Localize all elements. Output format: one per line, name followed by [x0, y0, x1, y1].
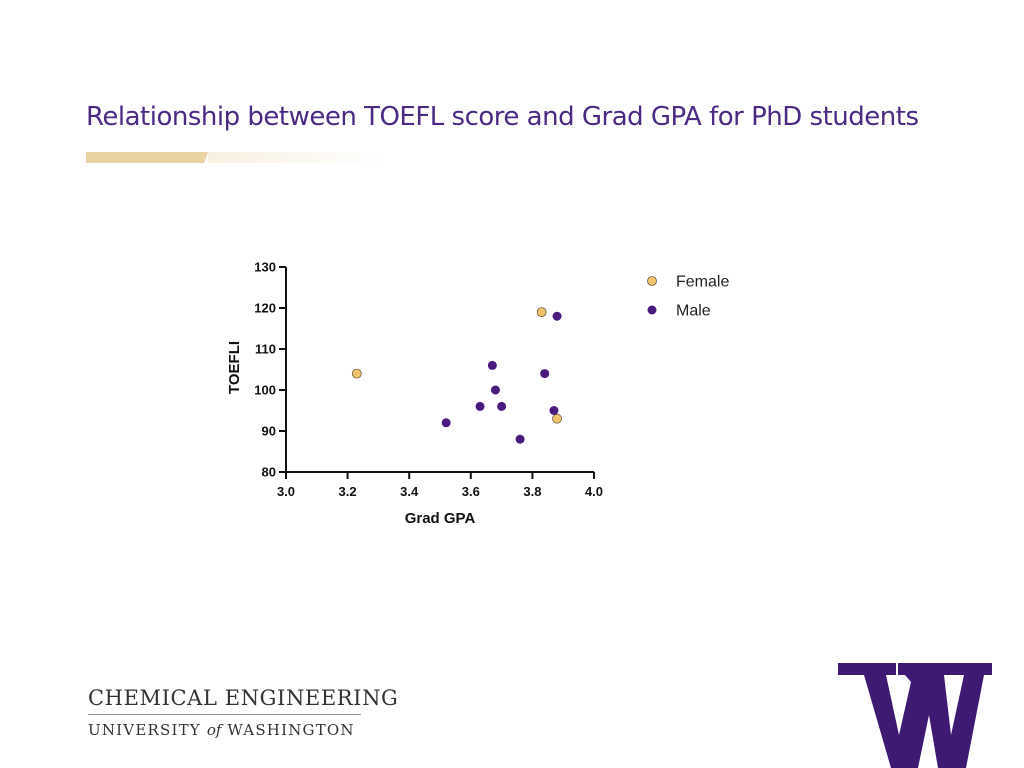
y-tick-label: 90: [262, 424, 276, 439]
slide-title: Relationship between TOEFL score and Gra…: [86, 102, 919, 132]
y-axis-title: TOEFLI: [226, 341, 243, 394]
y-tick-label: 100: [254, 383, 276, 398]
university-name-pre: UNIVERSITY: [88, 721, 201, 739]
university-name-of: of: [206, 721, 222, 739]
data-point-female: [552, 413, 562, 424]
data-point-female: [536, 307, 547, 318]
y-tick-label: 80: [262, 465, 276, 480]
title-accent-bar: [86, 152, 208, 163]
x-tick-label: 4.0: [585, 484, 603, 499]
data-point-male: [441, 418, 451, 428]
x-axis-title: Grad GPA: [405, 510, 476, 527]
chart-axes: 80 90 100 110 120 130 3.0 3.2 3.4 3.6 3.8 4.0 Grad G…: [226, 260, 603, 528]
chart-legend: Female Male: [647, 274, 729, 320]
data-point-female: [351, 368, 362, 379]
data-point-male: [490, 385, 500, 395]
chart-points: [351, 307, 562, 444]
data-point-male: [515, 434, 525, 444]
university-name-post: WASHINGTON: [227, 721, 355, 739]
data-point-male: [549, 406, 559, 415]
x-tick-label: 3.8: [523, 484, 541, 499]
x-tick-label: 3.0: [277, 484, 295, 499]
footer-brand: CHEMICAL ENGINEERING UNIVERSITY of WASHI…: [88, 686, 398, 739]
legend-label-female: Female: [676, 274, 729, 291]
title-accent-fade: [208, 152, 383, 163]
data-point-male: [540, 369, 550, 379]
y-tick-label: 120: [254, 301, 276, 316]
data-point-male: [487, 360, 497, 370]
department-name: CHEMICAL ENGINEERING: [88, 686, 399, 710]
data-point-male: [552, 311, 562, 321]
footer-divider: [88, 714, 361, 715]
data-point-male: [497, 401, 507, 411]
legend-label-male: Male: [676, 303, 711, 320]
data-point-male: [475, 401, 485, 411]
x-tick-label: 3.6: [462, 484, 480, 499]
legend-marker-female: [647, 276, 657, 286]
uw-w-logo-icon: W: [836, 660, 992, 768]
y-tick-label: 110: [255, 342, 276, 357]
legend-marker-male: [647, 305, 657, 315]
x-tick-label: 3.2: [339, 484, 357, 499]
uw-logo-letter: W: [836, 660, 837, 661]
y-tick-label: 130: [254, 260, 276, 275]
x-tick-label: 3.4: [400, 484, 419, 499]
university-name: UNIVERSITY of WASHINGTON: [88, 721, 398, 739]
